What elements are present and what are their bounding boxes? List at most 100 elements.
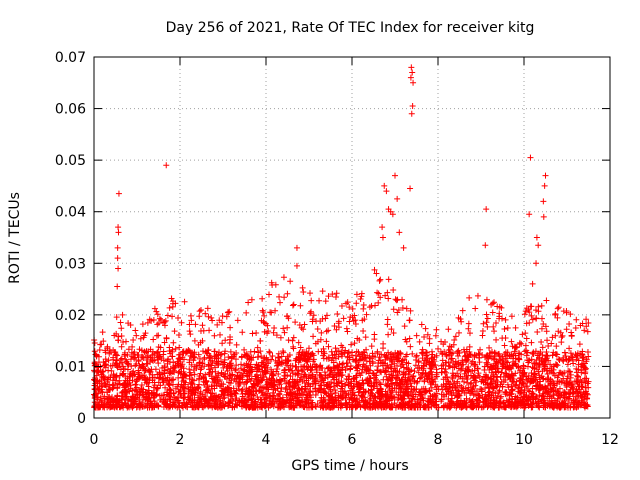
data-point	[213, 352, 220, 359]
data-point	[338, 302, 345, 309]
data-point	[421, 333, 428, 340]
data-point	[196, 313, 203, 320]
y-tick-label: 0.02	[55, 308, 86, 324]
data-point	[470, 383, 477, 390]
data-point	[196, 308, 203, 315]
data-point	[338, 342, 345, 349]
data-point	[195, 341, 202, 348]
data-point	[301, 385, 308, 392]
data-point	[189, 388, 196, 395]
data-point	[100, 374, 107, 381]
data-point	[363, 364, 370, 371]
data-point	[423, 361, 430, 368]
data-point	[460, 361, 467, 368]
data-point	[204, 383, 211, 390]
data-point	[263, 381, 270, 388]
data-point	[279, 399, 286, 406]
data-point	[543, 297, 550, 304]
data-point	[303, 364, 310, 371]
data-point	[375, 290, 382, 297]
data-point	[577, 322, 584, 329]
data-point	[359, 380, 366, 387]
data-point	[390, 306, 397, 313]
data-point	[385, 276, 392, 283]
data-point	[372, 354, 379, 361]
data-point	[515, 356, 522, 363]
data-point	[344, 353, 351, 360]
data-point	[542, 323, 549, 330]
data-point	[119, 359, 126, 366]
data-point	[377, 276, 384, 283]
data-point	[196, 381, 203, 388]
data-point	[530, 398, 537, 405]
data-point	[262, 320, 269, 327]
data-point	[307, 290, 314, 297]
data-point	[335, 353, 342, 360]
data-point	[550, 363, 557, 370]
data-point	[357, 404, 364, 411]
data-point	[229, 371, 236, 378]
data-point	[564, 375, 571, 382]
data-point	[277, 377, 284, 384]
data-point	[301, 321, 308, 328]
data-point	[533, 382, 540, 389]
data-point	[406, 335, 413, 342]
data-point	[342, 367, 349, 374]
data-point	[99, 368, 106, 375]
data-point	[105, 357, 112, 364]
outlier-point	[540, 198, 547, 205]
data-point	[211, 400, 218, 407]
data-point	[392, 296, 399, 303]
data-point	[408, 404, 415, 411]
data-point	[174, 383, 181, 390]
data-point	[123, 338, 130, 345]
data-point	[544, 352, 551, 359]
data-point	[521, 404, 528, 411]
data-point	[198, 307, 205, 314]
data-point	[234, 317, 241, 324]
data-point	[222, 348, 229, 355]
data-point	[266, 392, 273, 399]
data-point	[539, 358, 546, 365]
data-point	[343, 325, 350, 332]
data-point	[533, 402, 540, 409]
data-point	[225, 392, 232, 399]
data-point	[348, 341, 355, 348]
data-point	[457, 316, 464, 323]
data-point	[458, 365, 465, 372]
data-point	[154, 311, 161, 318]
data-point	[215, 358, 222, 365]
outlier-point	[389, 211, 396, 218]
data-point	[521, 348, 528, 355]
data-point	[463, 404, 470, 411]
data-point	[393, 297, 400, 304]
data-point	[264, 357, 271, 364]
data-point	[330, 403, 337, 410]
data-point	[522, 308, 529, 315]
data-point	[225, 400, 232, 407]
data-point	[507, 403, 514, 410]
data-point	[334, 311, 341, 318]
data-point	[415, 358, 422, 365]
data-point	[118, 403, 125, 410]
data-point	[275, 404, 282, 411]
data-point	[268, 279, 275, 286]
data-point	[389, 374, 396, 381]
data-point	[147, 354, 154, 361]
data-point	[202, 310, 209, 317]
data-point	[397, 389, 404, 396]
data-point	[372, 393, 379, 400]
data-point	[468, 403, 475, 410]
data-point	[187, 331, 194, 338]
data-point	[385, 349, 392, 356]
data-point	[554, 305, 561, 312]
data-point	[576, 386, 583, 393]
data-point	[321, 369, 328, 376]
data-point	[272, 307, 279, 314]
data-point	[583, 356, 590, 363]
data-point	[130, 337, 137, 344]
data-point	[138, 381, 145, 388]
data-point	[354, 365, 361, 372]
data-point	[525, 402, 532, 409]
data-point	[285, 337, 292, 344]
